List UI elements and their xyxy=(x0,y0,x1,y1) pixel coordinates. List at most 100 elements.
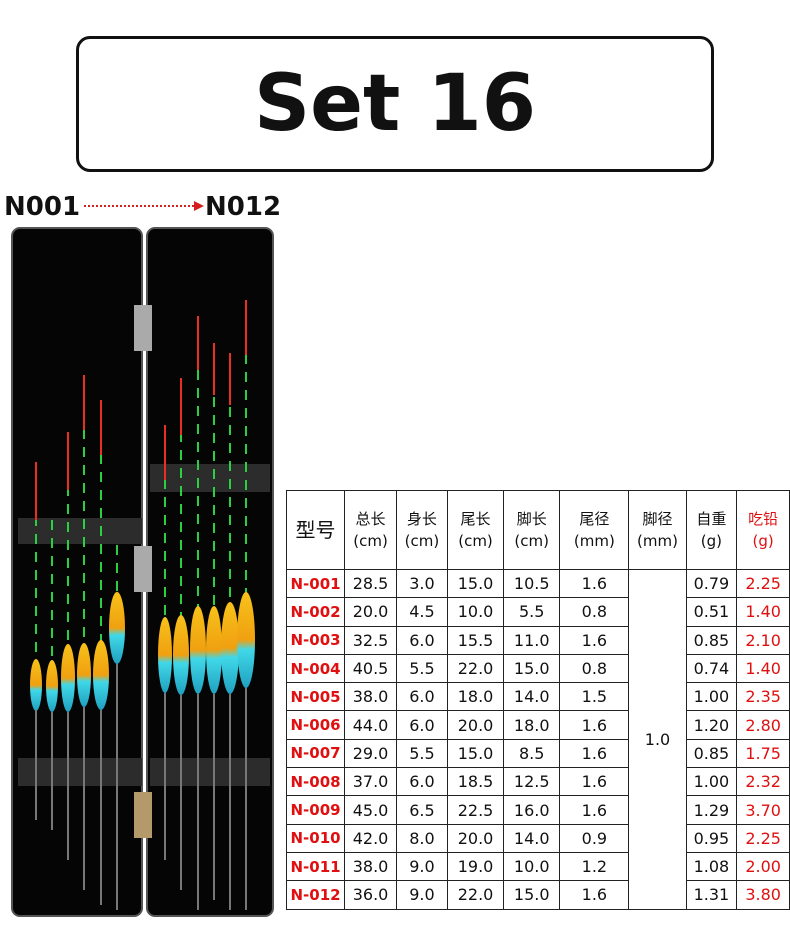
table-cell: 10.5 xyxy=(503,568,561,599)
table-cell: 28.5 xyxy=(344,568,397,599)
table-cell: 1.6 xyxy=(559,738,630,769)
table-cell: 45.0 xyxy=(344,795,397,825)
table-cell: 1.5 xyxy=(559,682,630,712)
table-row: N-008 37.0 6.0 18.5 12.5 1.6 1.00 2.32 xyxy=(285,767,790,797)
table-cell: 1.6 xyxy=(559,795,630,825)
table-cell: 1.40 xyxy=(736,653,790,684)
table-row: N-004 40.5 5.5 22.0 15.0 0.8 0.74 1.40 xyxy=(285,653,790,684)
table-cell: 4.5 xyxy=(395,597,448,627)
header-cell: 自重 (g) xyxy=(685,490,738,570)
header-unit: (cm) xyxy=(404,532,440,550)
table-row: N-006 44.0 6.0 20.0 18.0 1.6 1.20 2.80 xyxy=(285,710,790,740)
table-cell: 38.0 xyxy=(344,682,397,712)
table-cell: 44.0 xyxy=(344,710,397,740)
table-cell: 19.0 xyxy=(446,851,505,882)
table-cell: N-011 xyxy=(285,851,346,882)
table-cell: 1.00 xyxy=(685,767,738,797)
table-cell: 2.35 xyxy=(736,682,790,712)
table-cell: 18.5 xyxy=(446,767,505,797)
table-cell: 14.0 xyxy=(503,682,561,712)
table-cell: 6.0 xyxy=(395,682,448,712)
table-cell: 18.0 xyxy=(446,682,505,712)
table-cell: 6.0 xyxy=(395,767,448,797)
header-cell: 脚径 (mm) xyxy=(628,490,687,570)
header-name: 总长 xyxy=(355,510,386,528)
header-cell: 尾长 (cm) xyxy=(446,490,505,570)
header-name: 尾长 xyxy=(460,510,491,528)
header-name: 吃铅 xyxy=(748,510,779,528)
table-cell: 11.0 xyxy=(503,625,561,655)
header-unit: (g) xyxy=(700,532,723,550)
table-cell: 38.0 xyxy=(344,851,397,882)
table-cell: N-006 xyxy=(285,710,346,740)
header-unit: (cm) xyxy=(458,532,493,550)
table-cell: N-003 xyxy=(285,625,346,655)
table-cell: N-007 xyxy=(285,738,346,769)
header-cell: 身长 (cm) xyxy=(395,490,448,570)
table-cell: 1.75 xyxy=(736,738,790,769)
table-cell: 1.00 xyxy=(685,682,738,712)
table-cell: 0.9 xyxy=(559,823,630,853)
table-row: N-012 36.0 9.0 22.0 15.0 1.6 1.31 3.80 xyxy=(285,880,790,910)
table-cell: 2.25 xyxy=(736,568,790,599)
table-cell: 29.0 xyxy=(344,738,397,769)
header-unit: (g) xyxy=(752,532,774,550)
table-cell: 1.6 xyxy=(559,767,630,797)
table-cell: 6.5 xyxy=(395,795,448,825)
header-name: 自重 xyxy=(696,510,727,528)
range-from: N001 xyxy=(4,192,81,222)
table-cell: 20.0 xyxy=(446,710,505,740)
table-cell: 0.85 xyxy=(685,625,738,655)
table-cell: 8.5 xyxy=(503,738,561,769)
table-cell: 15.0 xyxy=(503,653,561,684)
table-row: N-007 29.0 5.5 15.0 8.5 1.6 0.85 1.75 xyxy=(285,738,790,769)
table-row: N-001 28.5 3.0 15.0 10.5 1.6 1.0 0.79 2.25 xyxy=(285,568,790,910)
table-cell: 5.5 xyxy=(503,597,561,627)
table-cell: 1.20 xyxy=(685,710,738,740)
table-row: N-002 20.0 4.5 10.0 5.5 0.8 0.51 1.40 xyxy=(285,597,790,627)
header-cell: 尾径 (mm) xyxy=(559,490,630,570)
table-cell: 0.74 xyxy=(685,653,738,684)
table-cell: 8.0 xyxy=(395,823,448,853)
table-cell: 40.5 xyxy=(344,653,397,684)
table-cell: 0.79 xyxy=(685,568,738,599)
header-unit: (cm) xyxy=(353,532,388,550)
table-cell: 9.0 xyxy=(395,851,448,882)
header-cell: 总长 (cm) xyxy=(344,490,397,570)
table-cell: 1.40 xyxy=(736,597,790,627)
title: Set 16 xyxy=(76,36,714,172)
range-to: N012 xyxy=(205,192,282,222)
product-photo xyxy=(11,227,274,917)
table-cell: 10.0 xyxy=(446,597,505,627)
table-cell: 1.6 xyxy=(559,880,630,910)
range-arrow xyxy=(84,201,204,211)
table-cell: 15.0 xyxy=(446,738,505,769)
table-cell: 1.6 xyxy=(559,710,630,740)
header-cell: 吃铅 (g) xyxy=(736,490,790,570)
table-cell: 2.32 xyxy=(736,767,790,797)
header-name: 身长 xyxy=(406,510,437,528)
table-cell: 15.0 xyxy=(503,880,561,910)
table-cell: 32.5 xyxy=(344,625,397,655)
spec-table: 型号 总长 (cm) 身长 (cm) 尾长 (cm) 脚长 (cm) 尾径 (mm) 脚径 (mm) 自重… xyxy=(285,490,790,910)
table-cell: N-009 xyxy=(285,795,346,825)
header-name: 尾径 xyxy=(579,510,610,528)
table-row: N-010 42.0 8.0 20.0 14.0 0.9 0.95 2.25 xyxy=(285,823,790,853)
table-cell: 15.5 xyxy=(446,625,505,655)
header-unit: (mm) xyxy=(637,532,678,550)
table-cell: 18.0 xyxy=(503,710,561,740)
table-cell: N-005 xyxy=(285,682,346,712)
table-cell: 1.2 xyxy=(559,851,630,882)
table-cell: 22.0 xyxy=(446,653,505,684)
merged-cell: 1.0 xyxy=(628,569,687,910)
table-cell: N-012 xyxy=(285,880,346,910)
table-cell: 1.6 xyxy=(559,568,630,599)
table-row: N-005 38.0 6.0 18.0 14.0 1.5 1.00 2.35 xyxy=(285,682,790,712)
table-cell: 1.31 xyxy=(685,880,738,910)
table-cell: 42.0 xyxy=(344,823,397,853)
table-cell: 14.0 xyxy=(503,823,561,853)
table-row: N-003 32.5 6.0 15.5 11.0 1.6 0.85 2.10 xyxy=(285,625,790,655)
table-cell: 2.00 xyxy=(736,851,790,882)
table-cell: N-002 xyxy=(285,597,346,627)
